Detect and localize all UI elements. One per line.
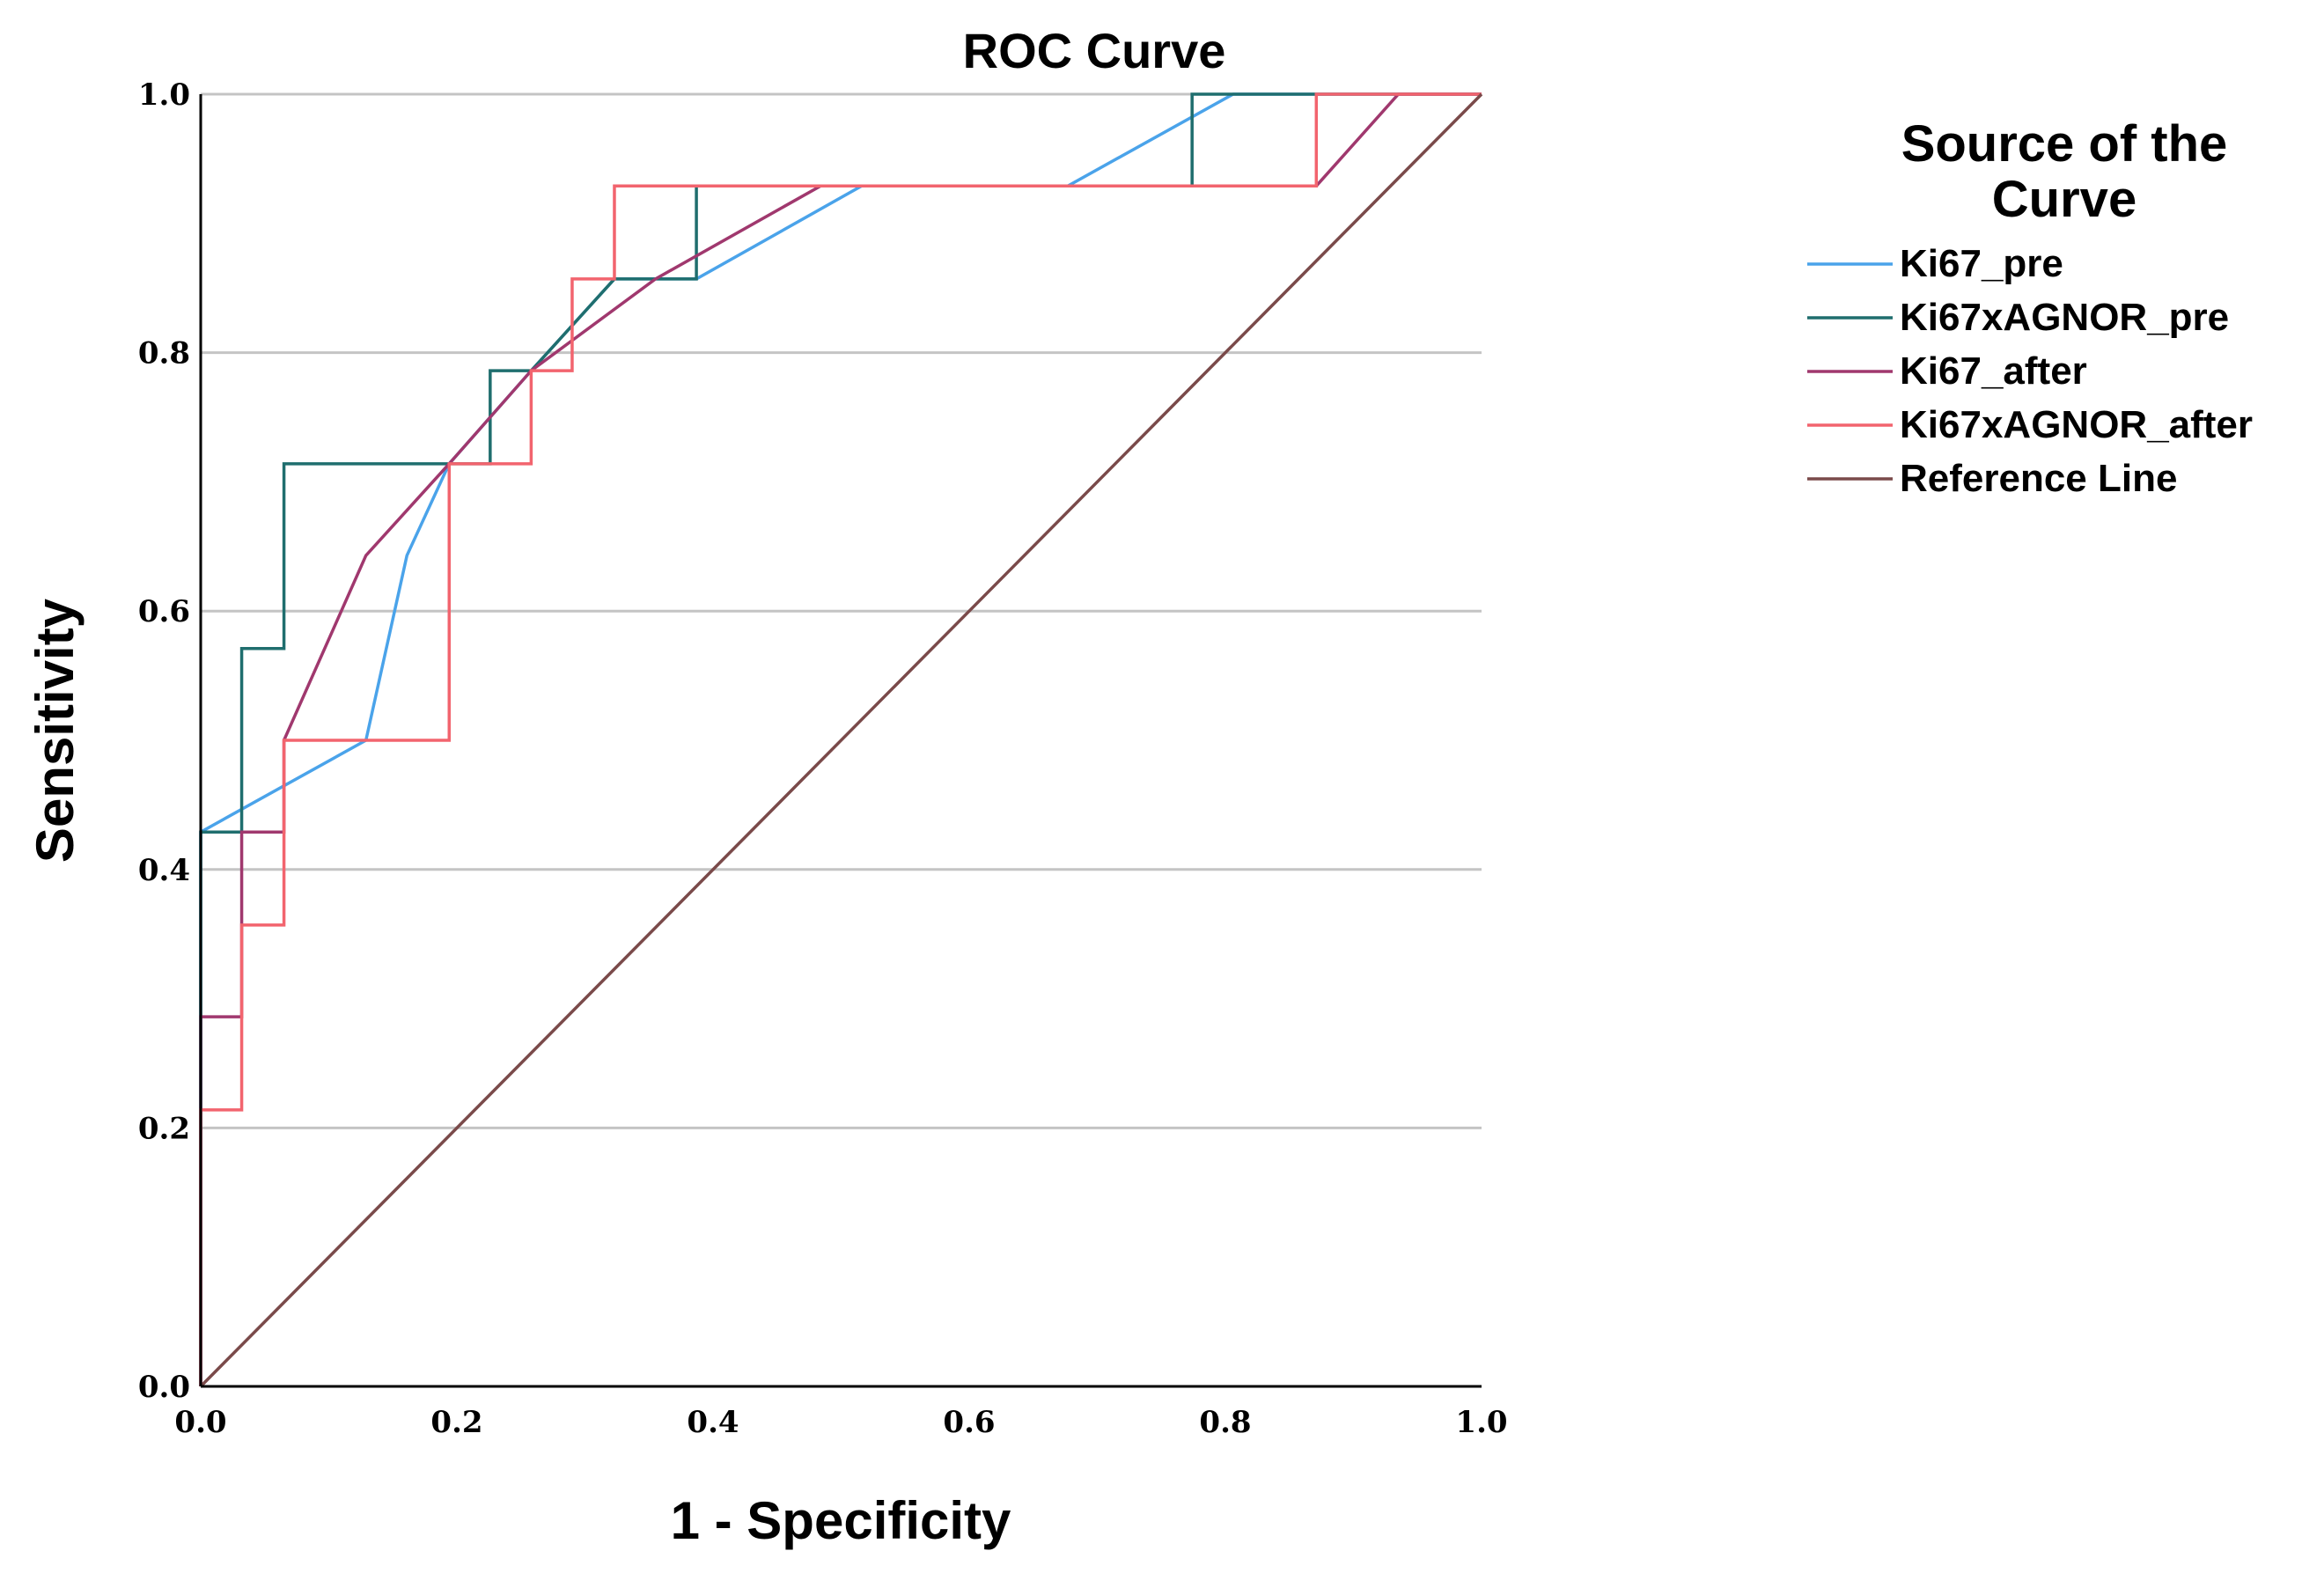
y-tick-label: 0.4	[138, 853, 190, 888]
series-line-ki67xagnor-after	[199, 92, 1482, 1386]
legend-label: Ki67_after	[1900, 349, 2087, 393]
y-axis-label: Sensitivity	[26, 598, 85, 863]
axes	[199, 94, 1482, 1388]
legend-item: Ki67xAGNOR_after	[1807, 403, 2253, 446]
legend-label: Ki67_pre	[1900, 242, 2063, 285]
legend-item: Ki67xAGNOR_pre	[1807, 296, 2229, 339]
legend-item: Reference Line	[1807, 457, 2177, 500]
y-tick-label: 0.6	[138, 594, 190, 629]
y-tick-label: 0.0	[138, 1370, 190, 1405]
x-tick-label: 0.2	[430, 1405, 482, 1440]
legend-item: Ki67_after	[1807, 349, 2087, 393]
legend-items: Ki67_pre Ki67xAGNOR_pre Ki67_after Ki67xAGN…	[1807, 242, 2253, 500]
legend-title-line-2: Curve	[1992, 171, 2136, 228]
x-tick-label: 0.0	[174, 1405, 226, 1440]
chart-title: ROC Curve	[963, 23, 1226, 78]
x-tick-label: 0.4	[687, 1405, 739, 1440]
legend-label: Ki67xAGNOR_after	[1900, 403, 2253, 446]
x-axis-label: 1 - Specificity	[671, 1491, 1011, 1550]
legend-title-line-1: Source of the	[1901, 115, 2228, 173]
grid-lines	[201, 92, 1482, 1129]
y-tick-label: 0.8	[138, 336, 190, 371]
tick-labels: 0.0 0.2 0.4 0.6 0.8 1.0 0.0 0.2 0.4 0.6 0.8 1.0	[138, 77, 1508, 1440]
x-tick-label: 0.6	[943, 1405, 995, 1440]
legend: Source of the Curve Ki67_pre Ki67xAGNOR_p…	[1807, 115, 2253, 500]
legend-label: Reference Line	[1900, 457, 2177, 500]
y-tick-label: 0.2	[138, 1111, 190, 1146]
legend-label: Ki67xAGNOR_pre	[1900, 296, 2229, 339]
x-tick-label: 1.0	[1455, 1405, 1507, 1440]
series-lines	[199, 92, 1483, 1388]
legend-item: Ki67_pre	[1807, 242, 2063, 285]
y-tick-label: 1.0	[138, 77, 190, 113]
series-line-reference-line	[199, 92, 1483, 1388]
x-tick-label: 0.8	[1199, 1405, 1251, 1440]
